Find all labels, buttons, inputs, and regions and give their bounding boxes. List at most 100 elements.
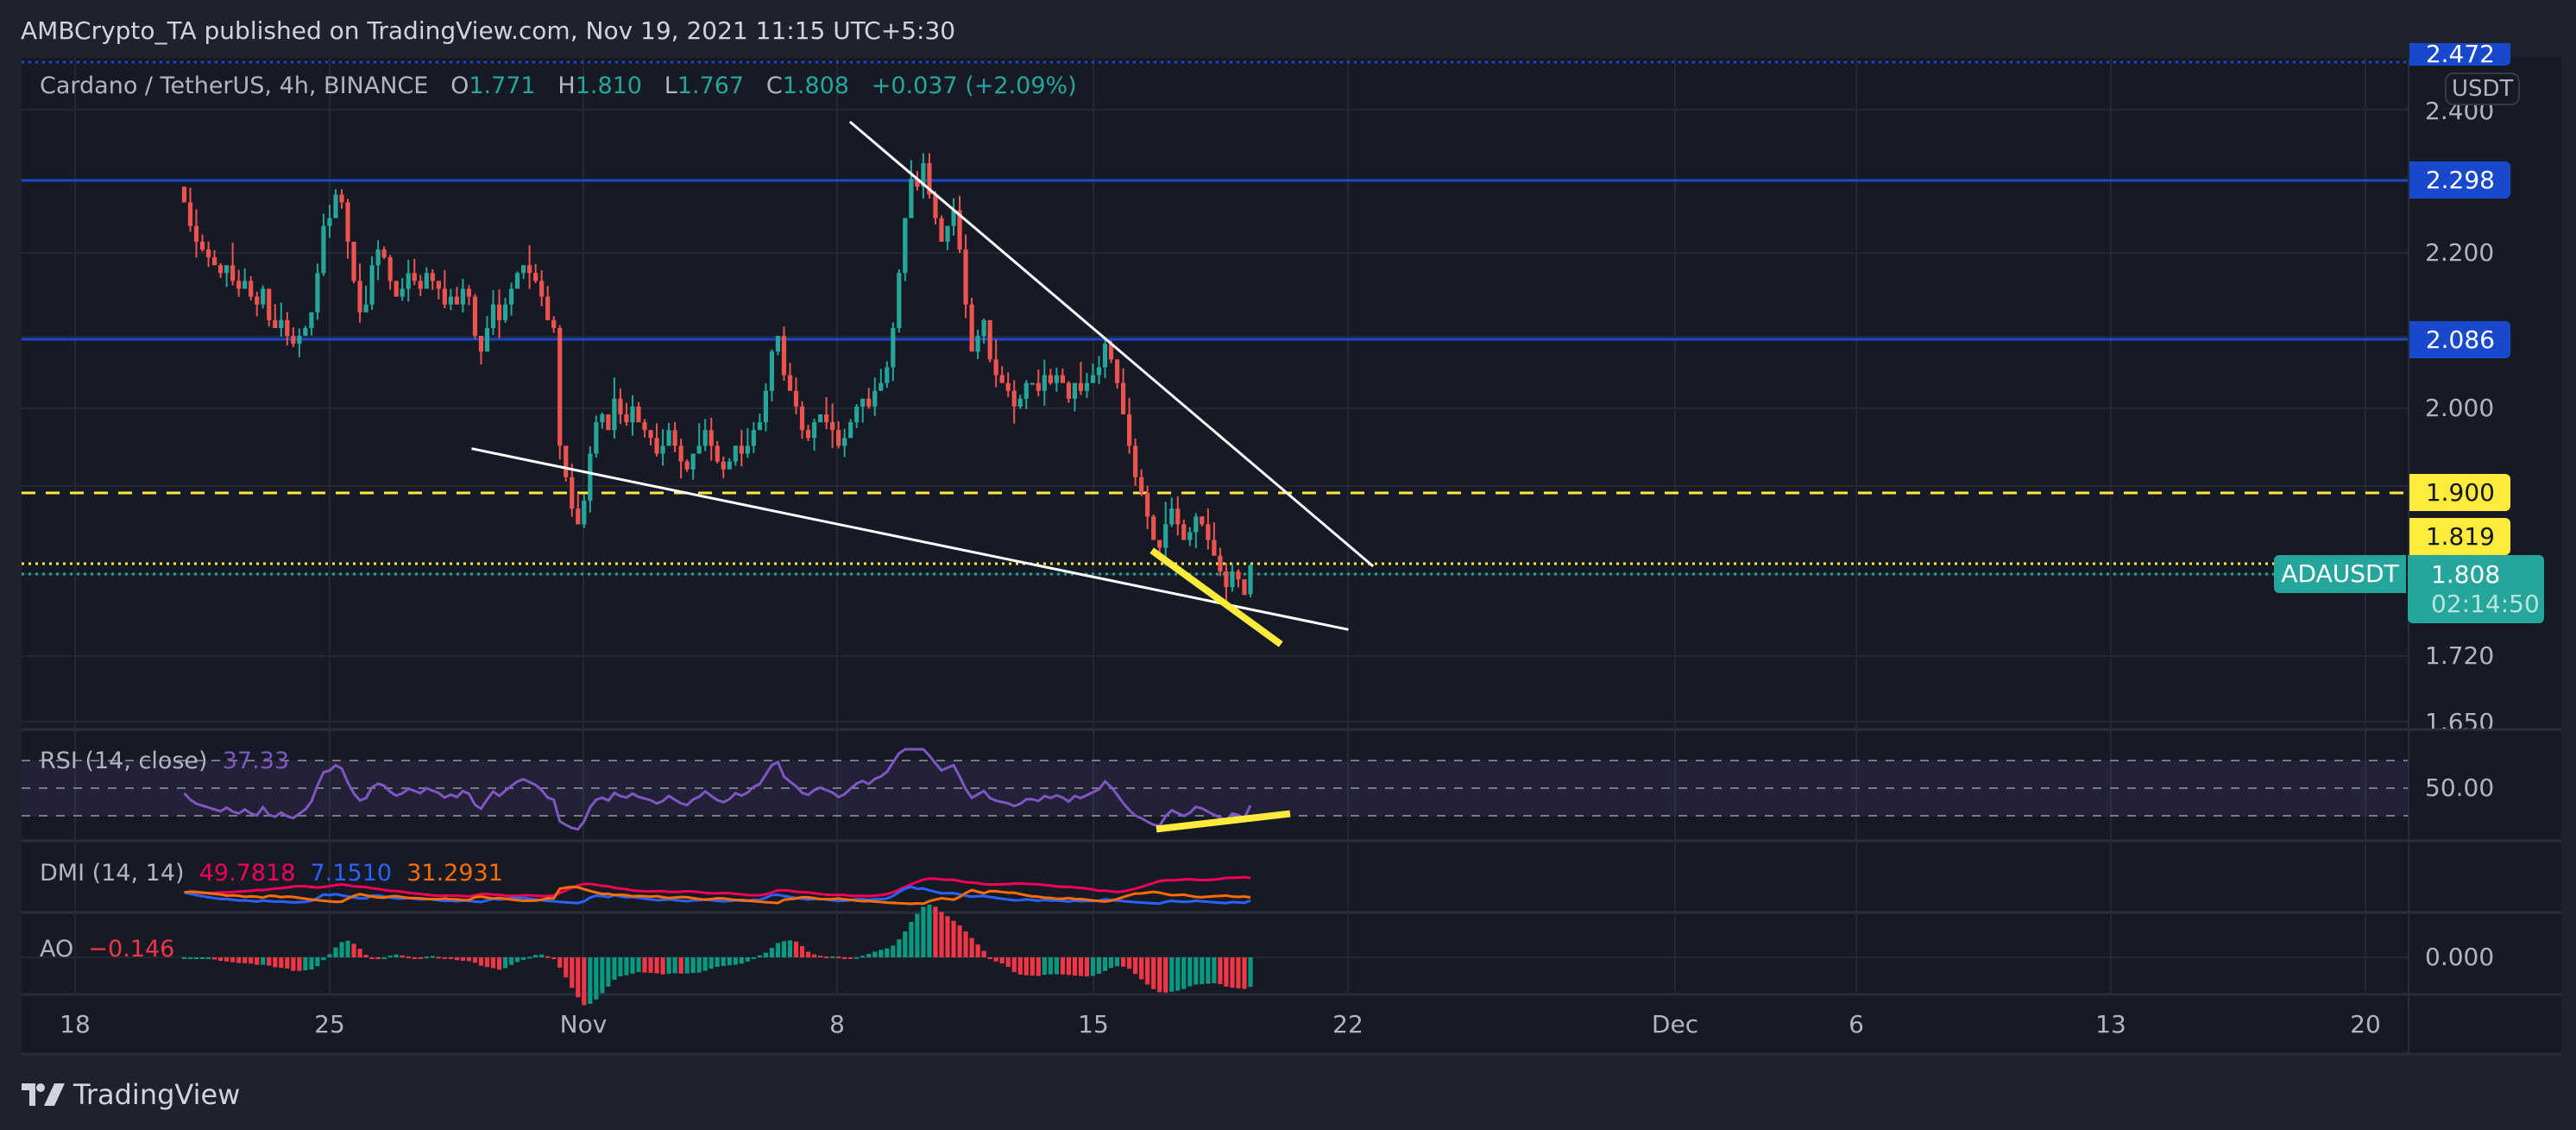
ao-bar — [921, 906, 926, 957]
ao-bar — [321, 957, 326, 961]
ao-bar — [769, 948, 775, 957]
symbol-title[interactable]: Cardano / TetherUS, 4h, BINANCE — [40, 73, 429, 99]
ao-bar — [484, 957, 490, 968]
ao-bar — [1102, 957, 1108, 971]
candle-body — [999, 375, 1005, 383]
ao-axis-tick: 0.000 — [2425, 943, 2495, 971]
ao-bar — [1151, 957, 1156, 989]
ao-bar — [357, 949, 362, 957]
ao-bar — [787, 940, 793, 957]
current-price: 1.808 — [2431, 560, 2501, 589]
ao-bar — [1066, 957, 1071, 975]
candle-body — [430, 273, 435, 281]
ao-bar — [1248, 957, 1253, 988]
candle-body — [1030, 382, 1035, 385]
candle-body — [381, 249, 387, 258]
candle-body — [1042, 375, 1047, 391]
candle-body — [1206, 524, 1211, 540]
ao-label[interactable]: AO — [40, 936, 74, 963]
ao-bar — [255, 957, 260, 965]
currency-label[interactable]: USDT — [2445, 73, 2521, 105]
candle-body — [1212, 540, 1217, 556]
candle-body — [993, 359, 998, 376]
symbol-price-tag[interactable]: ADAUSDT — [2274, 555, 2406, 593]
ao-bar — [261, 957, 266, 965]
candle-body — [763, 390, 768, 423]
candle-body — [551, 319, 557, 328]
ao-bar — [570, 957, 575, 988]
ao-bar — [1030, 957, 1035, 976]
ao-bar — [660, 957, 665, 975]
ao-bar — [448, 957, 453, 959]
candle-body — [648, 430, 653, 439]
level-tag-1900[interactable]: 1.900 — [2409, 474, 2510, 511]
candle-body — [696, 445, 702, 454]
candle-body — [1108, 344, 1114, 360]
candle-body — [1181, 524, 1187, 540]
candle-body — [957, 210, 962, 250]
candle-body — [721, 461, 726, 470]
candle-body — [805, 430, 811, 439]
candle-body — [242, 281, 248, 289]
current-price-tag[interactable]: 1.808 02:14:50 — [2408, 555, 2544, 623]
candle-body — [533, 273, 539, 281]
publish-header: AMBCrypto_TA published on TradingView.co… — [21, 16, 956, 45]
ao-bar — [618, 957, 623, 977]
level-tag-1819[interactable]: 1.819 — [2409, 518, 2510, 555]
trendline-lower-support — [471, 447, 1349, 631]
candle-body — [1187, 532, 1193, 540]
candle-body — [418, 281, 423, 289]
candle-body — [751, 430, 756, 446]
ao-bar — [539, 954, 545, 957]
tradingview-logo[interactable]: TradingView — [22, 1076, 240, 1114]
ao-bar — [1224, 957, 1229, 987]
ao-bar — [721, 957, 726, 967]
candle-body — [727, 461, 732, 470]
candle-body — [1048, 375, 1053, 383]
ao-bar — [951, 920, 956, 957]
change-value: +0.037 (+2.09%) — [871, 73, 1077, 99]
ao-bar — [400, 955, 405, 957]
candle-body — [1200, 516, 1205, 525]
rsi-axis-tick: 50.00 — [2425, 773, 2495, 802]
candle-body — [448, 296, 453, 305]
candle-body — [630, 406, 635, 423]
candle-body — [496, 304, 502, 320]
ao-bar — [624, 957, 629, 975]
ao-bar — [1120, 957, 1126, 967]
level-tag-2086[interactable]: 2.086 — [2409, 321, 2510, 358]
ao-bar — [1242, 957, 1247, 989]
bar-countdown: 02:14:50 — [2431, 590, 2540, 618]
ao-bar — [297, 957, 302, 971]
dmi-label[interactable]: DMI (14, 14) — [40, 860, 185, 887]
ao-bar — [642, 957, 647, 973]
candle-body — [582, 501, 587, 525]
candle-body — [315, 273, 320, 312]
ao-bar — [533, 955, 539, 957]
ao-bar — [751, 957, 756, 959]
ao-bar — [315, 957, 320, 967]
candle-body — [715, 445, 720, 462]
rsi-label[interactable]: RSI (14, close) — [40, 748, 208, 774]
level-tag-2472[interactable]: 2.472 — [2409, 43, 2510, 66]
ao-bar — [666, 957, 671, 974]
ao-bar — [412, 957, 417, 959]
candle-body — [666, 430, 671, 446]
dmi-minus-line — [184, 885, 1251, 906]
ao-bar — [678, 957, 683, 974]
chart-frame[interactable] — [22, 58, 2408, 1054]
ao-bar — [309, 957, 314, 970]
ao-bar — [933, 906, 938, 957]
candle-body — [1230, 571, 1235, 588]
ao-bar — [860, 956, 866, 958]
low-value: 1.767 — [677, 73, 745, 99]
candle-body — [1060, 375, 1065, 383]
ao-bar — [1054, 957, 1059, 975]
level-tag-2298[interactable]: 2.298 — [2409, 161, 2510, 199]
ao-bar — [442, 957, 447, 959]
candle-body — [654, 438, 659, 454]
ao-bar — [576, 957, 581, 998]
ao-bar — [811, 954, 817, 957]
ao-bar — [224, 957, 230, 962]
